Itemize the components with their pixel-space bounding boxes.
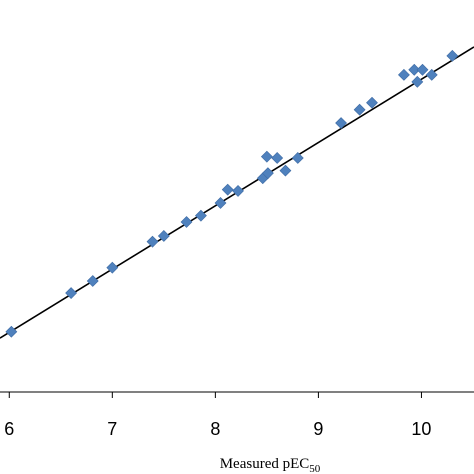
point	[65, 287, 78, 299]
x-tick-label: 6	[4, 419, 14, 439]
point	[335, 117, 347, 129]
point	[180, 216, 193, 228]
point	[425, 68, 438, 81]
point	[411, 75, 424, 88]
point	[146, 235, 159, 248]
x-axis-label-text: Measured pEC	[220, 456, 310, 472]
point	[408, 63, 421, 76]
point	[366, 96, 378, 109]
point	[86, 275, 99, 287]
point	[157, 230, 170, 242]
point	[261, 167, 274, 180]
x-tick-label: 10	[411, 419, 431, 439]
point	[106, 261, 119, 274]
point	[446, 49, 459, 62]
point	[279, 164, 292, 177]
point	[291, 152, 304, 164]
x-axis-label-subscript: 50	[309, 463, 321, 474]
point	[353, 103, 366, 116]
x-tick-label: 7	[107, 419, 117, 439]
x-tick-label: 8	[210, 419, 220, 439]
x-axis-label: Measured pEC50	[220, 456, 321, 474]
point	[271, 152, 284, 164]
point	[260, 150, 273, 163]
x-tick-label: 9	[313, 419, 323, 439]
point	[221, 183, 234, 196]
point	[5, 325, 18, 338]
point	[214, 197, 227, 209]
point	[398, 68, 410, 81]
point	[416, 63, 429, 76]
point	[232, 185, 244, 197]
point	[195, 209, 207, 222]
